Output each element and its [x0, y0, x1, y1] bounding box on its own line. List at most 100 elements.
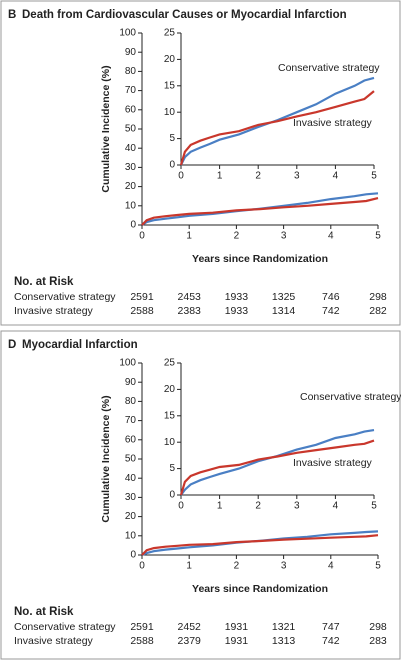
x-tick-label: 1 — [217, 501, 223, 512]
risk-value: 2591 — [130, 291, 154, 303]
y-tick-label: 30 — [125, 162, 137, 173]
line-series — [179, 90, 375, 166]
risk-title: No. at Risk — [14, 606, 74, 618]
line-series — [141, 534, 379, 556]
risk-value: 1313 — [272, 635, 296, 647]
x-tick-label: 2 — [234, 561, 240, 572]
y-tick-label: 10 — [125, 530, 137, 541]
x-tick-label: 2 — [255, 171, 261, 182]
risk-value: 1314 — [272, 305, 296, 317]
y-tick-label: 0 — [169, 490, 175, 501]
x-tick-label: 5 — [375, 231, 381, 242]
risk-row-name: Conservative strategy — [14, 621, 116, 633]
y-tick-label: 60 — [125, 434, 137, 445]
y-tick-label: 100 — [119, 28, 136, 39]
risk-value: 747 — [322, 621, 340, 633]
y-tick-label: 0 — [130, 220, 136, 231]
line-series — [141, 530, 379, 557]
panel-letter: B — [8, 9, 16, 21]
line-series — [179, 439, 375, 496]
risk-value: 742 — [322, 305, 340, 317]
risk-row-name: Invasive strategy — [14, 635, 94, 647]
y-axis-label: Cumulative Incidence (%) — [100, 395, 112, 522]
series-label: Invasive strategy — [293, 457, 373, 469]
y-tick-label: 5 — [169, 133, 175, 144]
risk-value: 283 — [369, 635, 387, 647]
risk-value: 1933 — [225, 291, 249, 303]
line-series — [180, 76, 375, 166]
risk-value: 2379 — [178, 635, 202, 647]
x-tick-label: 3 — [294, 171, 300, 182]
y-tick-label: 80 — [125, 66, 137, 77]
risk-row-name: Conservative strategy — [14, 291, 116, 303]
x-tick-label: 3 — [281, 561, 287, 572]
y-tick-label: 100 — [119, 358, 136, 369]
series-label: Conservative strategy — [300, 391, 401, 403]
y-tick-label: 5 — [169, 463, 175, 474]
y-tick-label: 20 — [164, 384, 176, 395]
x-tick-label: 3 — [294, 501, 300, 512]
x-tick-label: 5 — [371, 171, 377, 182]
x-tick-label: 2 — [255, 501, 261, 512]
x-tick-label: 0 — [139, 231, 145, 242]
x-tick-label: 4 — [333, 171, 339, 182]
line-series — [141, 197, 379, 226]
risk-value: 1931 — [225, 621, 249, 633]
x-tick-label: 1 — [217, 171, 223, 182]
x-tick-label: 0 — [178, 171, 184, 182]
y-axis-label: Cumulative Incidence (%) — [100, 65, 112, 192]
line-series — [180, 429, 375, 496]
y-tick-label: 10 — [125, 200, 137, 211]
y-tick-label: 60 — [125, 104, 137, 115]
y-tick-label: 50 — [125, 124, 137, 135]
y-tick-label: 40 — [125, 473, 137, 484]
y-tick-label: 80 — [125, 396, 137, 407]
y-tick-label: 10 — [164, 437, 176, 448]
y-tick-label: 25 — [164, 358, 176, 369]
x-axis-label: Years since Randomization — [192, 583, 328, 595]
y-tick-label: 20 — [125, 511, 137, 522]
chart-title: Death from Cardiovascular Causes or Myoc… — [22, 9, 347, 21]
x-tick-label: 0 — [178, 501, 184, 512]
risk-value: 2588 — [130, 305, 154, 317]
y-tick-label: 15 — [164, 80, 176, 91]
x-tick-label: 4 — [328, 231, 334, 242]
risk-value: 2588 — [130, 635, 154, 647]
y-tick-label: 70 — [125, 85, 137, 96]
x-tick-label: 0 — [139, 561, 145, 572]
y-tick-label: 40 — [125, 143, 137, 154]
y-tick-label: 50 — [125, 454, 137, 465]
risk-value: 298 — [369, 621, 387, 633]
risk-value: 2453 — [178, 291, 202, 303]
risk-value: 2452 — [178, 621, 202, 633]
y-tick-label: 25 — [164, 28, 176, 39]
y-tick-label: 90 — [125, 47, 137, 58]
risk-value: 742 — [322, 635, 340, 647]
y-tick-label: 20 — [125, 181, 137, 192]
x-axis-label: Years since Randomization — [192, 253, 328, 265]
x-tick-label: 1 — [186, 231, 192, 242]
y-tick-label: 0 — [130, 550, 136, 561]
risk-value: 1321 — [272, 621, 296, 633]
panel-letter: D — [8, 339, 16, 351]
y-tick-label: 70 — [125, 415, 137, 426]
y-tick-label: 15 — [164, 410, 176, 421]
x-tick-label: 5 — [375, 561, 381, 572]
y-tick-label: 90 — [125, 377, 137, 388]
chart-title: Myocardial Infarction — [22, 339, 138, 351]
y-tick-label: 20 — [164, 54, 176, 65]
x-tick-label: 3 — [281, 231, 287, 242]
risk-value: 746 — [322, 291, 340, 303]
y-tick-label: 30 — [125, 492, 137, 503]
series-label: Conservative strategy — [278, 62, 380, 74]
panel-frame — [0, 330, 401, 660]
x-tick-label: 5 — [371, 501, 377, 512]
x-tick-label: 4 — [333, 501, 339, 512]
y-tick-label: 0 — [169, 160, 175, 171]
risk-title: No. at Risk — [14, 276, 74, 288]
risk-value: 2383 — [178, 305, 202, 317]
risk-value: 298 — [369, 291, 387, 303]
risk-value: 282 — [369, 305, 387, 317]
x-tick-label: 1 — [186, 561, 192, 572]
